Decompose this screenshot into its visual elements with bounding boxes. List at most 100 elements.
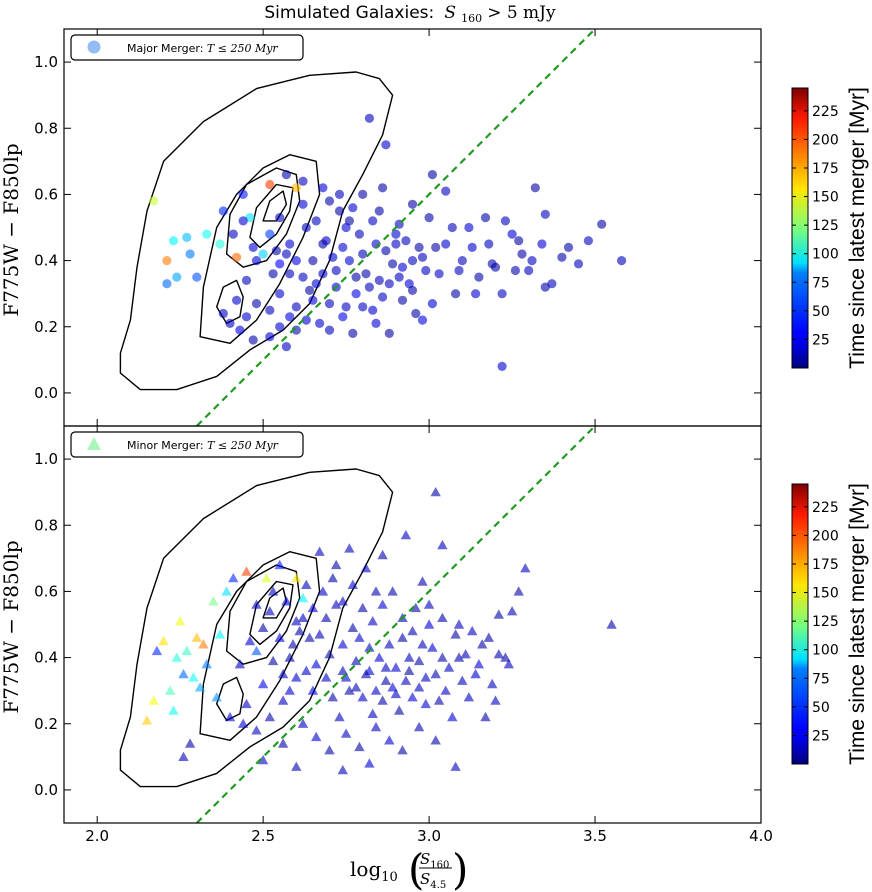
scatter-point: [324, 649, 335, 659]
scatter-point: [514, 236, 524, 246]
colorbar-tick-label: 200: [812, 528, 839, 544]
scatter-point: [297, 592, 309, 603]
scatter-point: [427, 170, 437, 180]
colorbar-tick-label: 50: [812, 304, 830, 320]
scatter-point: [503, 659, 514, 669]
scatter-point: [327, 692, 338, 702]
scatter-point: [384, 639, 395, 649]
scatter-point: [337, 665, 348, 675]
y-tick-label: 0.8: [34, 516, 58, 534]
scatter-point: [424, 213, 434, 223]
colorbar-tick-label: 225: [812, 500, 839, 516]
scatter-point: [291, 761, 302, 771]
scatter-point: [404, 665, 415, 675]
scatter-point: [443, 662, 455, 672]
scatter-point: [275, 259, 285, 269]
scatter-point: [258, 249, 268, 259]
scatter-point: [374, 275, 384, 285]
scatter-point: [457, 256, 467, 266]
scatter-point: [307, 602, 319, 613]
scatter-point: [381, 246, 391, 256]
scatter-point: [513, 586, 524, 596]
scatter-point: [165, 685, 176, 695]
scatter-point: [198, 639, 209, 649]
scatter-point: [354, 632, 365, 642]
colorbar-tick-label: 225: [812, 104, 839, 120]
scatter-point: [364, 282, 374, 292]
scatter-point: [467, 625, 478, 636]
scatter-point: [301, 315, 311, 325]
legend-top-label: Major Merger:: [127, 42, 207, 55]
scatter-point: [274, 559, 285, 570]
contour-bottom-1: [199, 551, 321, 741]
scatter-point: [248, 242, 258, 252]
scatter-point: [423, 599, 435, 609]
scatter-point: [583, 236, 594, 246]
scatter-point: [215, 239, 225, 249]
y-axis-label-bottom: F775W − F850lp: [0, 540, 23, 713]
scatter-point: [228, 229, 238, 239]
scatter-point: [182, 232, 192, 242]
scatter-point: [285, 269, 295, 279]
scatter-point: [340, 672, 352, 682]
scatter-point: [453, 652, 465, 662]
scatter-point: [338, 312, 348, 322]
scatter-point: [171, 652, 182, 662]
scatter-point: [381, 140, 391, 150]
chart-title: Simulated Galaxies: S 160 > 5 mJy: [264, 3, 556, 26]
panel-bottom: 0.0 0.2 0.4 0.6 0.8 1.0 2.0 2.5 3.0 3.5 4.0 Minor …: [34, 425, 773, 845]
scatter-point: [420, 672, 431, 682]
scatter-point: [506, 606, 518, 616]
scatter-point: [337, 596, 348, 606]
contour-bottom-4: [262, 587, 288, 619]
scatter-point: [344, 216, 354, 226]
scatter-point: [251, 256, 262, 266]
scatter-point: [450, 629, 461, 639]
scatter-point: [401, 236, 411, 246]
scatter-point: [413, 655, 425, 666]
scatter-point: [168, 236, 179, 246]
scatter-point: [321, 672, 332, 682]
scatter-point: [340, 728, 352, 738]
colorbar-tick-label: 25: [812, 728, 830, 744]
scatter-point: [430, 668, 441, 679]
scatter-point: [281, 170, 291, 180]
scatter-point: [221, 586, 232, 596]
scatter-point: [407, 285, 418, 295]
scatter-point: [334, 711, 345, 722]
scatter-point: [297, 612, 309, 622]
scatter-point: [433, 695, 445, 705]
scatter-point: [241, 566, 252, 576]
scatter-point: [391, 229, 401, 239]
scatter-point: [487, 259, 497, 269]
contour-top-0: [119, 71, 394, 391]
contour-bottom-3: [249, 580, 294, 646]
scatter-point: [348, 328, 358, 338]
contour-bottom-2: [225, 564, 301, 665]
scatter-point: [328, 252, 338, 262]
colorbar-tick-label: 50: [812, 700, 830, 716]
scatter-point: [487, 678, 498, 689]
scatter-point: [454, 265, 464, 276]
scatter-point: [368, 305, 378, 315]
scatter-point: [347, 622, 358, 632]
scatter-point: [202, 229, 212, 239]
scatter-point: [308, 295, 318, 305]
scatter-point: [291, 616, 302, 626]
scatter-point: [384, 735, 395, 745]
scatter-point: [337, 639, 348, 649]
scatter-point: [285, 312, 295, 322]
scatter-point: [394, 705, 405, 715]
scatter-point: [238, 189, 248, 199]
scatter-point: [361, 269, 371, 279]
scatter-point: [517, 249, 527, 259]
scatter-point: [464, 222, 474, 233]
scatter-point: [463, 692, 475, 702]
scatter-point: [354, 741, 365, 752]
scatter-point: [460, 649, 471, 659]
scatter-point: [201, 659, 212, 669]
scatter-point: [540, 282, 550, 292]
scatter-point: [235, 325, 245, 335]
scatter-point: [421, 265, 431, 276]
scatter-point: [232, 252, 242, 262]
